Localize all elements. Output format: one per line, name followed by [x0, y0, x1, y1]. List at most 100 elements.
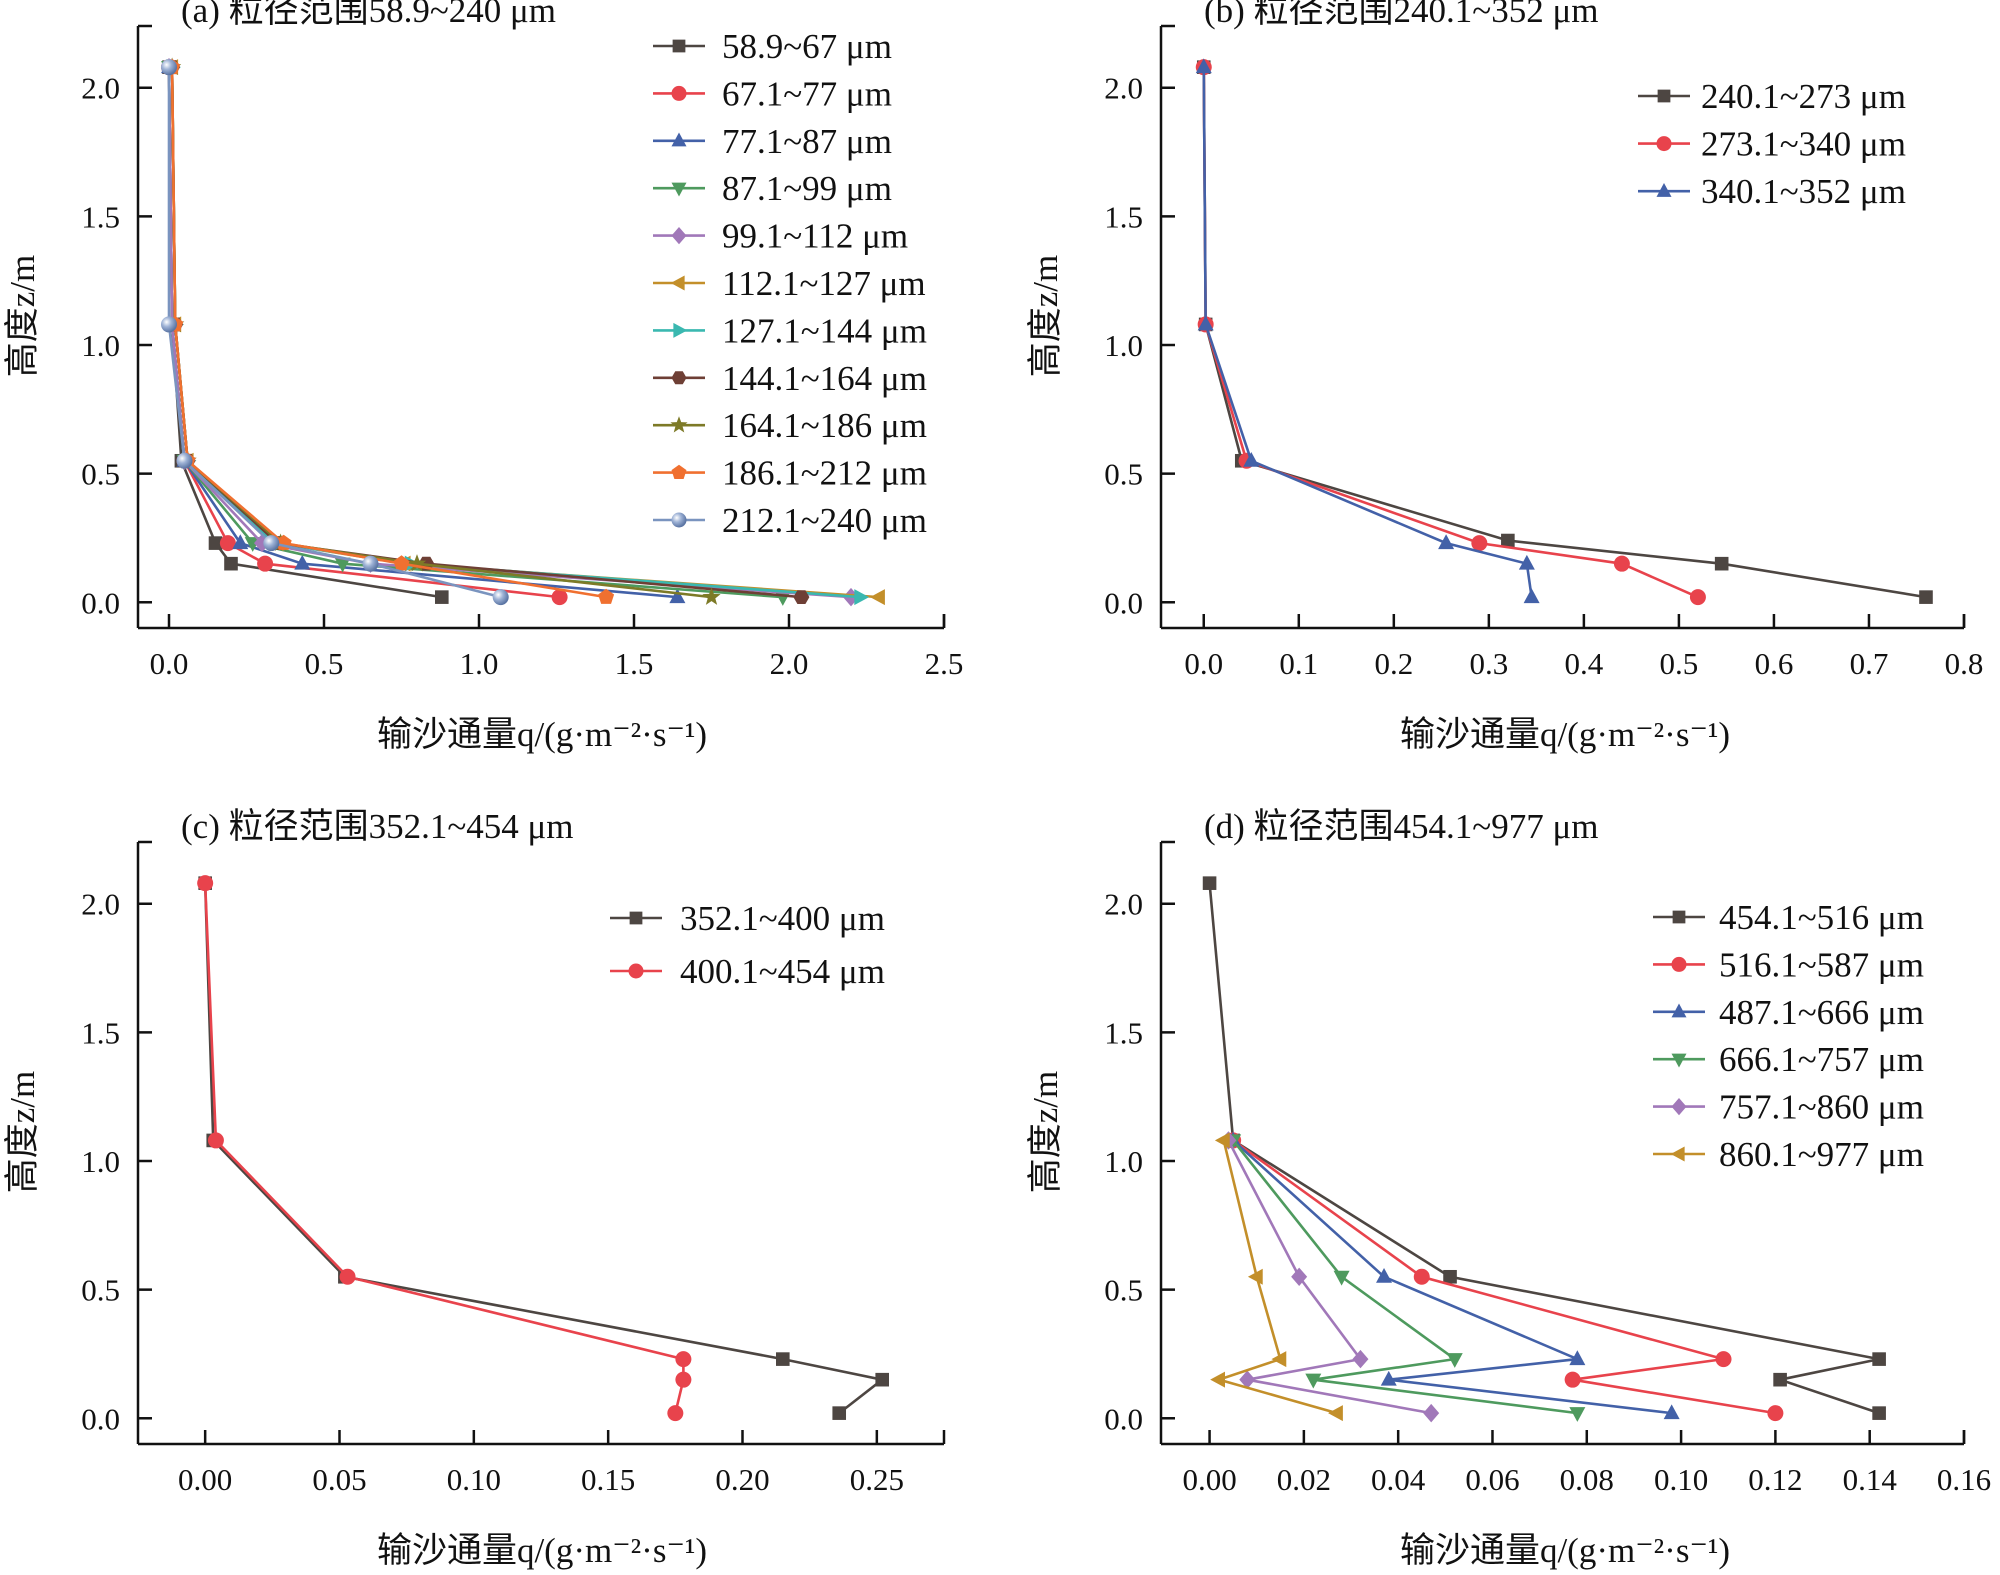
x-tick-label: 0.10 — [1654, 1462, 1708, 1497]
data-point — [1569, 1350, 1586, 1366]
data-point — [1380, 1370, 1397, 1386]
series-line — [203, 883, 685, 1414]
data-point — [208, 536, 223, 550]
x-tick-label: 1.5 — [615, 646, 654, 681]
data-point — [1714, 556, 1729, 571]
legend-marker — [1671, 1053, 1687, 1068]
series-5 — [1210, 1132, 1343, 1422]
x-tick-label: 0.6 — [1755, 646, 1794, 681]
x-tick-label: 2.5 — [925, 646, 964, 681]
y-tick-label: 1.0 — [81, 328, 120, 363]
data-point — [667, 1405, 684, 1422]
data-point — [219, 535, 236, 552]
series-line — [167, 67, 852, 599]
data-point — [1501, 533, 1515, 548]
data-point — [1523, 588, 1540, 604]
series-line — [167, 67, 783, 599]
data-point — [870, 589, 885, 606]
x-axis-label: 输沙通量q/(g·m⁻²·s⁻¹) — [1400, 1531, 1730, 1570]
data-point — [1872, 1406, 1886, 1420]
y-tick-label: 1.0 — [1104, 328, 1143, 363]
series-line — [1202, 67, 1699, 599]
chart-title: (d) 粒径范围454.1~977 μm — [1204, 807, 1599, 846]
data-point — [1333, 1270, 1350, 1286]
data-point — [1328, 1405, 1343, 1422]
x-tick-label: 0.8 — [1945, 646, 1984, 681]
x-tick-label: 0.2 — [1374, 646, 1413, 681]
y-tick-label: 1.0 — [81, 1144, 120, 1179]
series-10 — [161, 59, 509, 606]
legend-marker — [671, 132, 687, 147]
data-point — [1564, 1371, 1581, 1388]
data-point — [334, 557, 351, 573]
data-point — [1214, 1132, 1230, 1149]
series-2 — [1225, 1131, 1680, 1420]
series-line — [170, 67, 607, 599]
x-tick-label: 0.0 — [1184, 646, 1223, 681]
legend-marker — [671, 464, 687, 479]
legend-marker — [672, 39, 686, 53]
data-point — [1613, 555, 1630, 572]
x-axis-label: 输沙通量q/(g·m⁻²·s⁻¹) — [377, 715, 707, 754]
x-tick-label: 0.04 — [1371, 1462, 1426, 1497]
legend-label: 240.1~273 μm — [1701, 77, 1906, 116]
data-point — [793, 590, 810, 605]
chart-panel-a: 0.0 0.5 1.0 1.5 2.0 0.0 0.5 1.0 1.5 2.0 2.5 输沙通量q/(… — [3, 0, 963, 754]
x-axis-label: 输沙通量q/(g·m⁻²·s⁻¹) — [1400, 715, 1730, 754]
series-line — [1232, 1139, 1776, 1415]
series-line — [203, 883, 886, 1415]
legend-label: 87.1~99 μm — [722, 169, 892, 208]
data-point — [1872, 1352, 1886, 1366]
x-tick-label: 0.4 — [1565, 646, 1604, 681]
data-point — [294, 554, 311, 570]
y-tick-label: 0.5 — [1104, 1273, 1143, 1308]
y-tick-label: 2.0 — [1104, 887, 1143, 922]
x-axis-label: 输沙通量q/(g·m⁻²·s⁻¹) — [377, 1531, 707, 1570]
x-tick-label: 0.14 — [1843, 1462, 1898, 1497]
y-axis-label: 高度z/m — [1026, 255, 1065, 377]
legend-label: 212.1~240 μm — [722, 501, 927, 540]
data-point — [1413, 1268, 1430, 1285]
chart-title: (a) 粒径范围58.9~240 μm — [181, 0, 556, 30]
legend-label: 144.1~164 μm — [722, 359, 927, 398]
data-point — [1352, 1349, 1369, 1369]
y-tick-label: 0.5 — [1104, 457, 1143, 492]
x-tick-label: 0.00 — [1182, 1462, 1236, 1497]
data-point — [1663, 1404, 1680, 1420]
data-point — [1715, 1351, 1732, 1368]
legend-label: 352.1~400 μm — [680, 899, 885, 938]
series-2 — [161, 58, 686, 604]
x-tick-label: 0.08 — [1560, 1462, 1614, 1497]
legend-marker — [1671, 1097, 1687, 1116]
x-tick-label: 0.1 — [1279, 646, 1318, 681]
y-tick-label: 0.5 — [81, 457, 120, 492]
series-3 — [1225, 1134, 1586, 1422]
data-point — [257, 555, 274, 572]
series-line — [1202, 67, 1533, 598]
y-tick-label: 1.0 — [1104, 1144, 1143, 1179]
data-point — [224, 556, 238, 571]
data-point — [1767, 1405, 1784, 1422]
x-tick-label: 0.00 — [178, 1462, 232, 1497]
x-tick-label: 0.16 — [1937, 1462, 1991, 1497]
x-tick-label: 0.5 — [305, 646, 344, 681]
legend-marker — [1671, 956, 1687, 972]
data-point — [1271, 1351, 1287, 1368]
data-point — [551, 589, 568, 606]
series-2 — [1195, 58, 1540, 604]
y-tick-label: 2.0 — [81, 71, 120, 106]
data-point — [1243, 451, 1260, 467]
legend-label: 340.1~352 μm — [1701, 172, 1906, 211]
legend-label: 273.1~340 μm — [1701, 125, 1906, 164]
chart-panel-d: 0.0 0.5 1.0 1.5 2.0 0.00 0.02 0.04 0.06 0.08 0.10 0… — [1026, 807, 1991, 1570]
data-point — [1239, 1370, 1256, 1389]
data-point — [854, 589, 870, 606]
x-tick-label: 0.20 — [715, 1462, 769, 1497]
data-point — [197, 875, 214, 892]
data-point — [675, 1371, 692, 1388]
y-tick-label: 1.5 — [1104, 1015, 1143, 1050]
data-point — [362, 555, 379, 572]
legend-label: 454.1~516 μm — [1719, 898, 1924, 937]
x-tick-label: 0.05 — [312, 1462, 366, 1497]
x-tick-label: 0.02 — [1277, 1462, 1331, 1497]
